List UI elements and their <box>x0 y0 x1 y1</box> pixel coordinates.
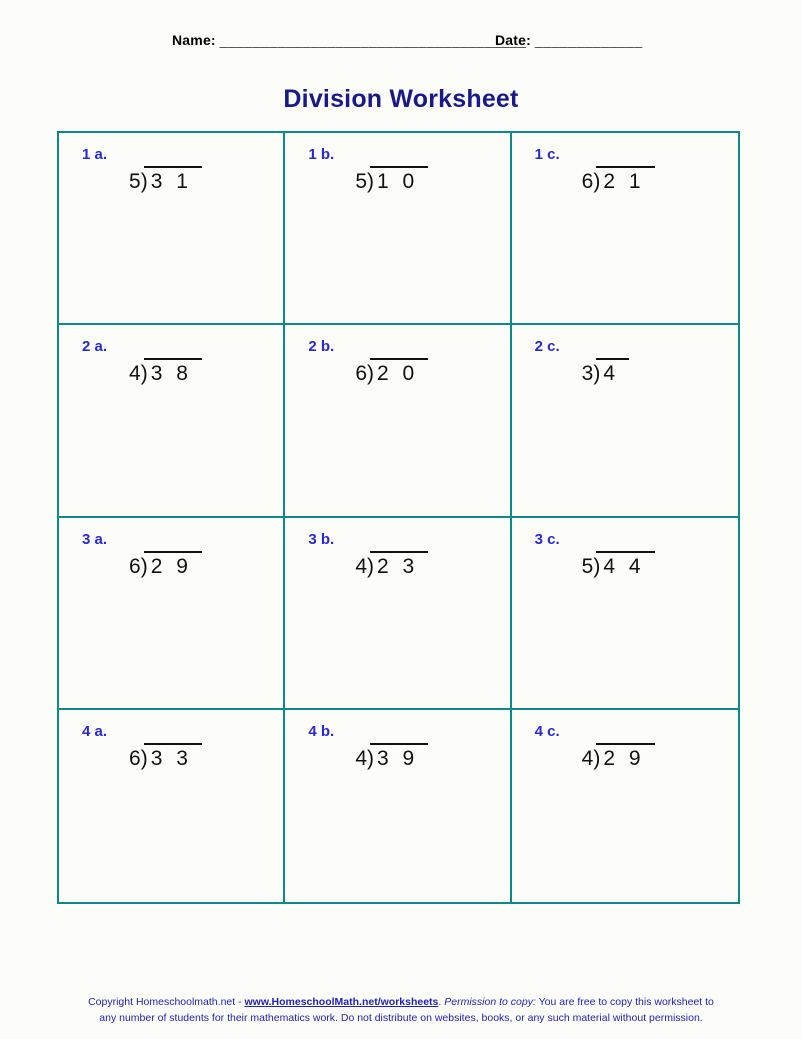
long-division-problem: 4) 3 8 <box>129 358 283 386</box>
long-division-problem: 6) 2 1 <box>582 166 738 194</box>
divisor: 3 <box>581 362 594 386</box>
problem-label: 3 b. <box>308 530 335 548</box>
divisor: 6 <box>581 170 594 193</box>
division-bracket-icon: ) <box>140 362 148 386</box>
dividend: 2 1 <box>596 166 655 194</box>
problem-cell: 2 a. 4) 3 8 <box>59 325 286 518</box>
dividend: 4 <box>596 358 630 386</box>
dividend: 1 0 <box>370 166 429 194</box>
problem-cell: 1 a. 5) 3 1 <box>59 133 286 326</box>
long-division-problem: 6) 2 0 <box>355 358 509 386</box>
dividend: 3 1 <box>143 166 202 194</box>
long-division-problem: 6) 2 9 <box>129 550 283 579</box>
problem-label: 3 c. <box>534 530 560 548</box>
divisor: 4 <box>129 362 141 386</box>
division-bracket-icon: ) <box>367 746 375 770</box>
dividend: 2 0 <box>370 358 429 386</box>
division-bracket-icon: ) <box>367 170 375 193</box>
long-division-problem: 5) 4 4 <box>581 550 738 579</box>
copyright-text: Copyright Homeschoolmath.net - <box>88 996 245 1008</box>
long-division-problem: 4) 2 9 <box>581 742 738 771</box>
division-bracket-icon: ) <box>367 554 375 578</box>
division-bracket-icon: ) <box>367 362 375 386</box>
long-division-problem: 5) 3 1 <box>129 166 283 194</box>
page-title: Division Worksheet <box>283 85 519 113</box>
long-division-problem: 4) 3 9 <box>355 742 509 771</box>
problem-cell: 1 c. 6) 2 1 <box>511 133 738 326</box>
divisor: 6 <box>355 362 368 386</box>
divisor: 5 <box>129 170 141 193</box>
date-blank-line: _____________ <box>534 32 643 48</box>
footer-separator: . <box>438 996 445 1008</box>
dividend: 2 9 <box>596 742 655 771</box>
problem-label: 4 a. <box>82 722 108 740</box>
division-bracket-icon: ) <box>593 554 601 578</box>
problem-cell: 3 a. 6) 2 9 <box>59 517 286 710</box>
long-division-problem: 3) 4 <box>582 358 738 386</box>
division-bracket-icon: ) <box>593 362 601 386</box>
problem-cell: 4 a. 6) 3 3 <box>59 709 286 902</box>
problem-label: 2 a. <box>82 338 108 356</box>
problem-label: 1 c. <box>534 146 560 163</box>
problem-label: 2 b. <box>308 338 335 356</box>
problem-label: 4 b. <box>308 722 335 740</box>
problems-grid: 1 a. 5) 3 1 1 b. 5) 1 0 1 c. 6) 2 1 2 a. 4)… <box>57 131 740 904</box>
divisor: 6 <box>129 554 141 578</box>
problem-cell: 3 c. 5) 4 4 <box>511 518 738 710</box>
division-bracket-icon: ) <box>140 170 148 193</box>
division-bracket-icon: ) <box>593 170 601 193</box>
divisor: 5 <box>355 170 368 193</box>
date-label: Date: <box>495 32 532 48</box>
worksheets-link[interactable]: www.HomeschoolMath.net/worksheets <box>244 996 439 1008</box>
division-bracket-icon: ) <box>140 746 148 770</box>
dividend: 4 4 <box>596 550 655 579</box>
long-division-problem: 6) 3 3 <box>129 742 283 771</box>
date-field-group: Date: _____________ <box>495 32 643 48</box>
dividend: 3 3 <box>143 742 202 771</box>
divisor: 5 <box>581 554 594 578</box>
dividend: 3 8 <box>143 358 202 386</box>
problem-cell: 4 c. 4) 2 9 <box>512 710 738 902</box>
division-bracket-icon: ) <box>140 554 148 578</box>
problem-label: 1 b. <box>308 146 335 163</box>
problem-cell: 2 b. 6) 2 0 <box>285 325 512 518</box>
divisor: 4 <box>355 746 368 770</box>
divisor: 6 <box>129 746 141 770</box>
divisor: 4 <box>355 554 368 578</box>
problem-label: 3 a. <box>82 530 108 548</box>
name-field-group: Name: __________________________________… <box>172 32 526 48</box>
problem-label: 2 c. <box>534 338 560 356</box>
permission-text: You are free to copy this worksheet to a… <box>99 996 714 1024</box>
problem-label: 1 a. <box>82 146 108 163</box>
permission-label: Permission to copy: <box>444 996 536 1008</box>
problem-cell: 1 b. 5) 1 0 <box>285 133 512 326</box>
division-bracket-icon: ) <box>593 746 601 770</box>
problem-cell: 3 b. 4) 2 3 <box>285 517 512 710</box>
dividend: 2 3 <box>370 550 429 579</box>
dividend: 3 9 <box>370 742 429 771</box>
divisor: 4 <box>581 746 594 770</box>
problem-cell: 2 c. 3) 4 <box>511 325 738 518</box>
dividend: 2 9 <box>143 550 202 579</box>
footer-copyright: Copyright Homeschoolmath.net - www.Homes… <box>81 995 721 1027</box>
problem-label: 4 c. <box>534 722 560 740</box>
long-division-problem: 4) 2 3 <box>355 550 509 579</box>
name-blank-line: _____________________________________ <box>219 32 527 48</box>
problem-cell: 4 b. 4) 3 9 <box>285 709 512 902</box>
name-label: Name: <box>172 32 216 48</box>
long-division-problem: 5) 1 0 <box>355 166 509 194</box>
